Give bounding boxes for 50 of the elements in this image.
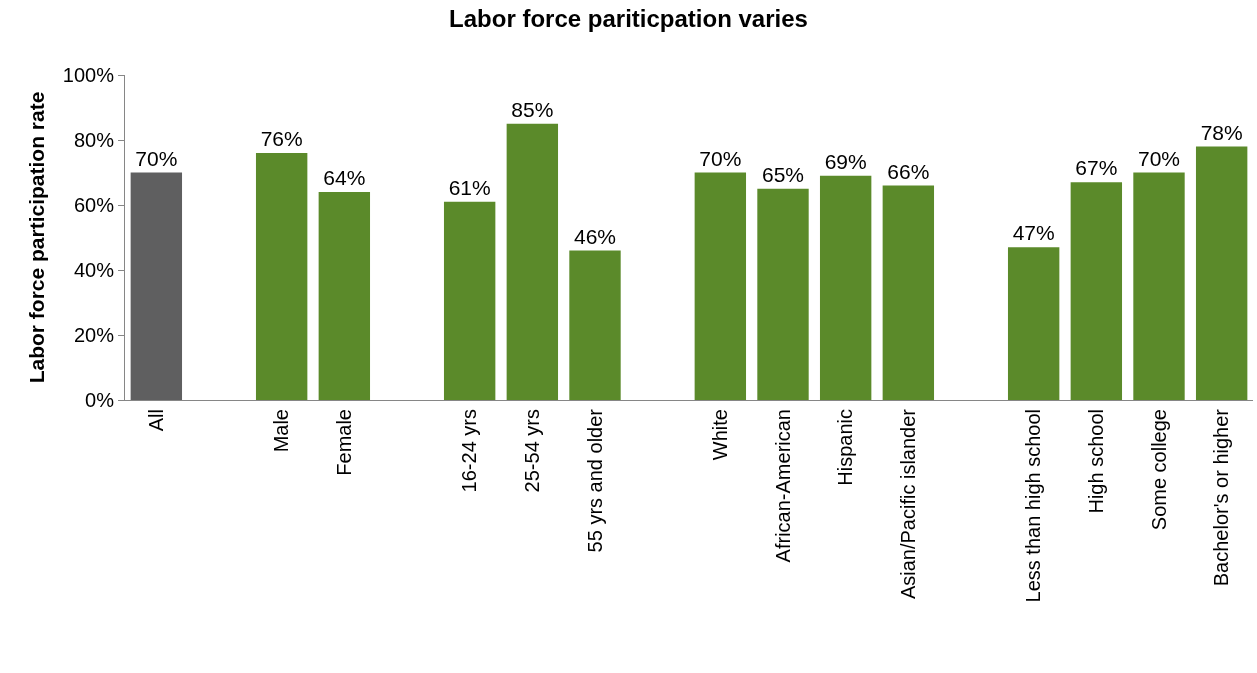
x-tick-label: Hispanic [834, 409, 857, 486]
data-label: 67% [1075, 156, 1118, 180]
data-label: 64% [323, 166, 366, 189]
x-tick-label: Some college [1147, 409, 1170, 531]
data-label: 46% [573, 224, 617, 248]
x-tick-label: Asian/Pacific islander [896, 408, 919, 600]
data-label: 69% [824, 149, 867, 173]
chart-title: Labor force pariticpation varies [449, 4, 808, 32]
y-tick-label: 100% [62, 64, 115, 86]
bar [130, 172, 183, 400]
x-tick-label: African-American [771, 409, 794, 563]
y-tick-label: 40% [73, 259, 115, 281]
bar [569, 250, 621, 400]
bar [443, 201, 496, 400]
x-tick-label: White [708, 409, 731, 461]
x-tick-label: 16-24 yrs [458, 409, 481, 493]
x-tick-label: All [144, 409, 167, 432]
bar [506, 123, 559, 400]
bar [1133, 172, 1185, 400]
bar [255, 153, 308, 400]
data-label: 70% [699, 146, 742, 170]
x-tick-label: 55 yrs and older [583, 408, 606, 553]
data-label: 70% [135, 146, 178, 170]
data-label: 78% [1200, 120, 1243, 144]
data-label: 76% [260, 127, 303, 150]
y-tick-label: 80% [73, 129, 115, 151]
x-tick-label: High school [1084, 409, 1107, 514]
y-tick-label: 60% [73, 194, 115, 216]
bar [1195, 146, 1248, 400]
data-label: 85% [511, 97, 554, 121]
y-tick-label: 20% [73, 324, 115, 346]
data-label: 66% [887, 159, 930, 183]
data-label: 65% [761, 162, 805, 186]
y-axis-title: Labor force participation rate [24, 91, 48, 384]
y-tick-label: 0% [85, 389, 115, 411]
x-tick-label: Less than high school [1022, 409, 1045, 603]
bar [318, 192, 371, 400]
x-tick-label: Female [332, 409, 355, 476]
data-label: 47% [1012, 221, 1055, 245]
bar [1070, 182, 1123, 400]
bar [1007, 247, 1060, 400]
bar [757, 188, 809, 400]
data-label: 61% [448, 175, 491, 199]
data-label: 70% [1137, 146, 1181, 170]
x-tick-label: Male [270, 409, 293, 453]
bar [882, 185, 935, 400]
x-tick-label: Bachelor's or higher [1210, 408, 1233, 587]
bar [694, 172, 747, 400]
x-tick-label: 25-54 yrs [520, 409, 543, 493]
bar [819, 175, 872, 400]
